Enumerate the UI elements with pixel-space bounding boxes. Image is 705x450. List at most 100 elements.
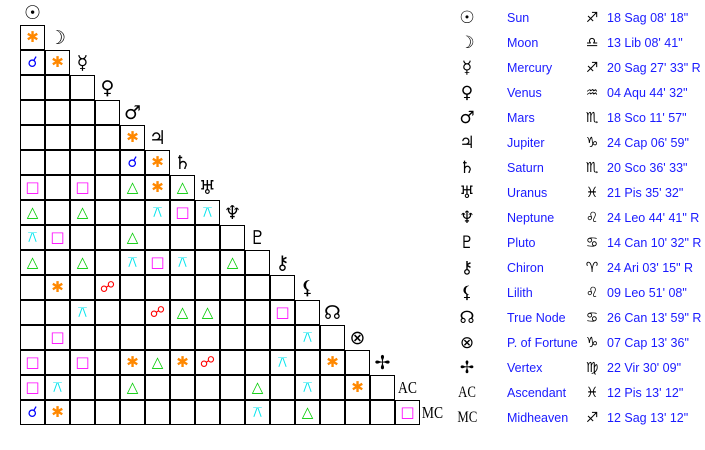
- aspect-cell: [95, 175, 120, 200]
- aspect-cell: [70, 225, 95, 250]
- square-icon: □: [25, 178, 40, 196]
- sextile-icon: ✱: [126, 353, 139, 371]
- planet-name: Lilith: [507, 285, 533, 300]
- planet-position: 22 Vir 30' 09": [607, 360, 682, 375]
- aspect-cell: [70, 400, 95, 425]
- aspect-cell: △: [295, 400, 320, 425]
- conjunction-icon: ☌: [27, 403, 38, 421]
- pluto-icon: ♇: [459, 232, 475, 253]
- aspect-cell: [45, 150, 70, 175]
- virgo-icon: ♍: [585, 359, 599, 376]
- aspect-cell: ✱: [145, 175, 170, 200]
- aspect-cell: [145, 375, 170, 400]
- planet-name: Ascendant: [507, 385, 567, 400]
- aspect-cell: ✱: [145, 150, 170, 175]
- planet-position: 24 Leo 44' 41" R: [607, 210, 700, 225]
- sextile-icon: ✱: [351, 378, 364, 396]
- aspect-cell: ☍: [95, 275, 120, 300]
- jupiter-icon: ♃: [148, 126, 167, 149]
- planet-row: ♂ Mars ♏ 18 Sco 11' 57": [455, 105, 705, 130]
- sagittarius-icon: ♐: [585, 9, 599, 26]
- planet-position: 18 Sco 11' 57": [607, 110, 687, 125]
- aspect-cell: ⚻: [20, 225, 45, 250]
- aspect-cell: □: [45, 225, 70, 250]
- aspect-cell: [20, 100, 45, 125]
- square-icon: □: [400, 403, 415, 421]
- aspect-cell: ✱: [120, 350, 145, 375]
- planet-position: 12 Sag 13' 12": [607, 410, 689, 425]
- lilith-icon: ⚸: [460, 282, 474, 303]
- trine-icon: △: [126, 228, 139, 246]
- venus-icon: ♀: [460, 82, 474, 103]
- aspect-cell: [120, 325, 145, 350]
- sextile-icon: ✱: [51, 403, 64, 421]
- sextile-icon: ✱: [326, 353, 339, 371]
- libra-icon: ♎: [585, 34, 599, 51]
- aspect-cell: [320, 325, 345, 350]
- aspect-cell: □: [170, 200, 195, 225]
- aspect-cell: △: [20, 200, 45, 225]
- planet-position: 20 Sag 27' 33" R: [607, 60, 701, 75]
- aspect-cell: [95, 325, 120, 350]
- planet-name: Mars: [507, 110, 535, 125]
- aspect-cell: [95, 200, 120, 225]
- aspect-cell: [120, 275, 145, 300]
- planet-name: P. of Fortune: [507, 335, 578, 350]
- capricorn-icon: ♑: [585, 334, 599, 351]
- scorpio-icon: ♏: [585, 159, 599, 176]
- planet-position: 04 Aqu 44' 32": [607, 85, 688, 100]
- scorpio-icon: ♏: [585, 109, 599, 126]
- aspect-cell: [220, 350, 245, 375]
- aspect-cell: [245, 350, 270, 375]
- aspect-cell: [245, 300, 270, 325]
- aspect-cell: [95, 300, 120, 325]
- uranus-icon: ♅: [198, 176, 217, 199]
- planet-name: Chiron: [507, 260, 544, 275]
- planet-row: ♃ Jupiter ♑ 24 Cap 06' 59": [455, 130, 705, 155]
- aspect-cell: [220, 375, 245, 400]
- trine-icon: △: [251, 378, 264, 396]
- aspect-cell: [95, 400, 120, 425]
- sun-icon: ☉: [23, 1, 42, 24]
- aspect-cell: [20, 125, 45, 150]
- midheaven-icon: MC: [457, 408, 478, 426]
- planet-name: Venus: [507, 85, 542, 100]
- sextile-icon: ✱: [51, 278, 64, 296]
- pisces-icon: ♓: [585, 184, 599, 201]
- trine-icon: △: [76, 203, 89, 221]
- aspect-cell: [45, 125, 70, 150]
- pisces-icon: ♓: [585, 384, 599, 401]
- trine-icon: △: [126, 178, 139, 196]
- aspect-cell: [195, 225, 220, 250]
- aspect-cell: [95, 100, 120, 125]
- trine-icon: △: [151, 353, 164, 371]
- planet-row: ☿ Mercury ♐ 20 Sag 27' 33" R: [455, 55, 705, 80]
- planet-position: 12 Pis 13' 12": [607, 385, 684, 400]
- jupiter-icon: ♃: [459, 132, 475, 153]
- planet-name: Neptune: [507, 210, 555, 225]
- opposition-icon: ☍: [99, 278, 116, 296]
- aspect-cell: △: [220, 250, 245, 275]
- aspect-cell: □: [20, 350, 45, 375]
- aspect-cell: ⚻: [270, 350, 295, 375]
- sextile-icon: ✱: [26, 28, 39, 46]
- planet-name: Pluto: [507, 235, 536, 250]
- aspect-cell: ⚻: [195, 200, 220, 225]
- aspect-grid: ☉ ☽ ☿ ♀ ♂ ♃ ♄ ♅ ♆ ♇ ⚷ ⚸ ☊ ⊗ ✢ AC MC ✱ ☌ ✱ ✱ ☌ ✱ □ □ △ ✱ △ △ △ ⚻ □ ⚻ ⚻ □ △ △ △…: [20, 1, 443, 425]
- planet-name: Uranus: [507, 185, 548, 200]
- sextile-icon: ✱: [51, 53, 64, 71]
- planet-row: ♅ Uranus ♓ 21 Pis 35' 32": [455, 180, 705, 205]
- planet-position: 07 Cap 13' 36": [607, 335, 689, 350]
- square-icon: □: [50, 228, 65, 246]
- planet-name: Jupiter: [507, 135, 545, 150]
- aspect-cell: ✱: [320, 350, 345, 375]
- planet-name: True Node: [507, 310, 566, 325]
- trine-icon: △: [201, 303, 214, 321]
- sextile-icon: ✱: [176, 353, 189, 371]
- trine-icon: △: [301, 403, 314, 421]
- aspect-cell: [245, 325, 270, 350]
- aspect-cell: [45, 100, 70, 125]
- trine-icon: △: [176, 303, 189, 321]
- aspect-cell: [270, 375, 295, 400]
- aspect-cell: ⚻: [245, 400, 270, 425]
